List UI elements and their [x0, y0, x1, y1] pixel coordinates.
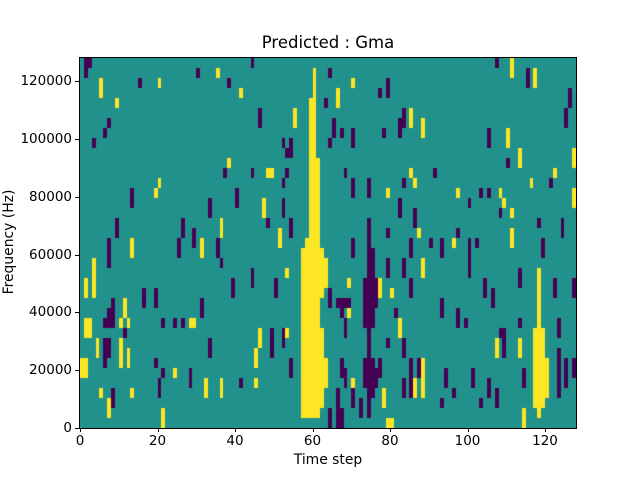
x-tick-label: 120	[532, 433, 558, 449]
y-tick-mark	[75, 254, 79, 256]
x-tick-label: 40	[226, 433, 244, 449]
y-tick-label: 100000	[20, 130, 72, 147]
x-tick-mark	[80, 428, 81, 432]
x-tick-label: 80	[381, 433, 399, 449]
y-axis-label: Frequency (Hz)	[1, 189, 17, 295]
y-tick-label: 40000	[29, 304, 72, 321]
plot-area	[79, 57, 577, 429]
x-tick-label: 100	[454, 433, 481, 449]
y-tick-label: 120000	[20, 73, 72, 90]
chart-title: Predicted : Gma	[261, 33, 395, 52]
x-tick-mark	[157, 428, 159, 432]
x-tick-label: 60	[303, 433, 322, 449]
y-tick-label: 0	[63, 420, 72, 436]
heatmap-canvas	[80, 58, 576, 428]
y-tick-mark	[75, 81, 79, 83]
x-axis-label: Time step	[293, 452, 363, 468]
y-tick-label: 80000	[29, 188, 72, 205]
y-tick-mark	[75, 370, 79, 372]
x-tick-mark	[390, 428, 391, 432]
y-tick-mark	[75, 138, 79, 140]
x-tick-label: 0	[75, 433, 85, 449]
y-tick-mark	[75, 428, 79, 429]
x-tick-mark	[235, 428, 236, 432]
y-tick-label: 20000	[29, 362, 72, 379]
y-tick-mark	[75, 196, 79, 198]
x-tick-mark	[545, 428, 546, 432]
y-tick-mark	[75, 312, 79, 314]
x-tick-mark	[467, 428, 469, 432]
y-tick-label: 60000	[29, 246, 72, 263]
x-tick-label: 20	[148, 433, 167, 449]
x-tick-mark	[312, 428, 314, 432]
